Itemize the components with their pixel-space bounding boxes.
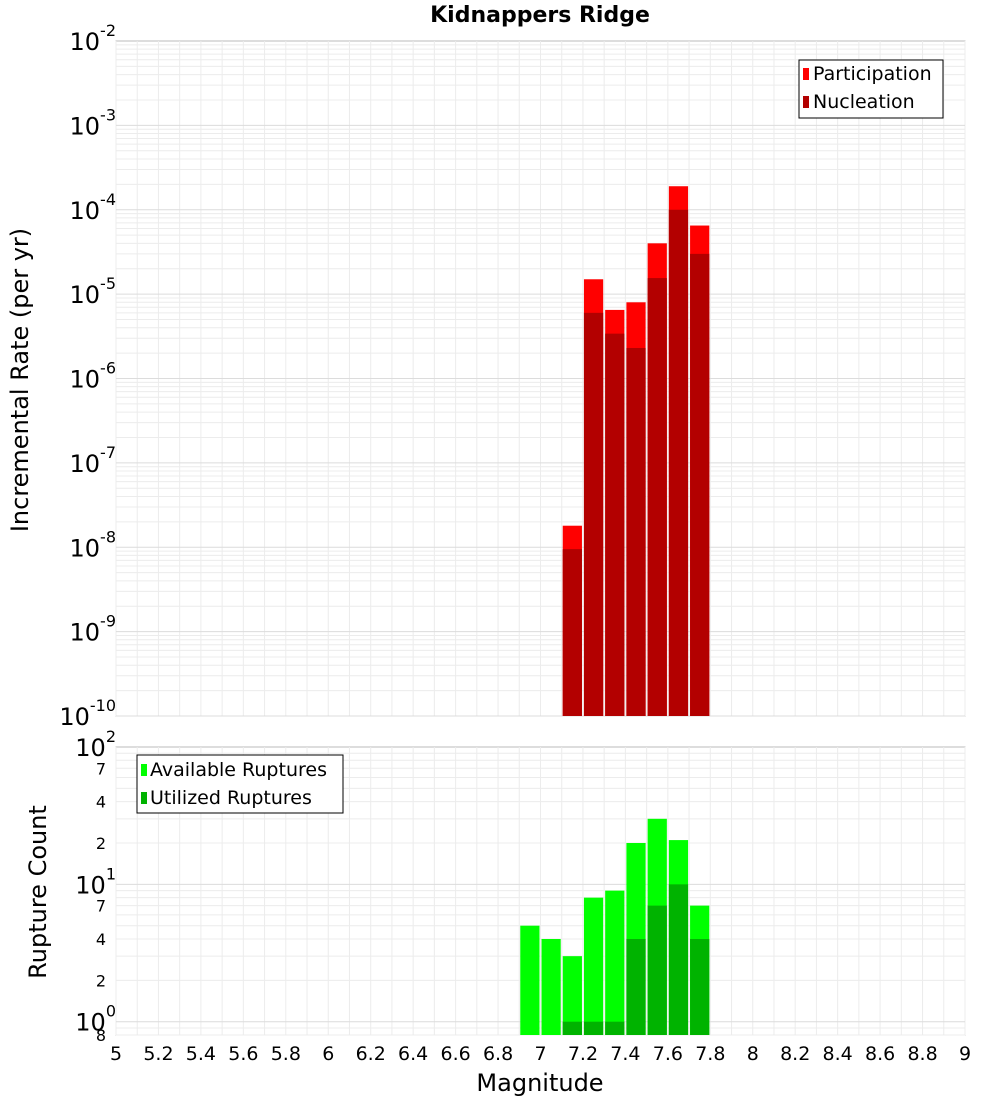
rate-bars [562, 186, 710, 717]
legend-label-participation: Participation [813, 63, 932, 85]
legend-swatch-available [141, 764, 147, 776]
x-tick-label: 7.2 [568, 1043, 598, 1065]
x-tick-label: 6.8 [483, 1043, 513, 1065]
rate-legend: Participation Nucleation [798, 59, 944, 119]
count-bar-utilized-ruptures [668, 884, 689, 1035]
count-y-tick-label: 100 [75, 1002, 116, 1037]
rate-y-tick-label: 10-8 [70, 527, 117, 562]
count-y-axis-label: Rupture Count [24, 805, 52, 979]
x-tick-label: 8.4 [823, 1043, 853, 1065]
legend-label-utilized: Utilized Ruptures [150, 787, 312, 809]
x-tick-label: 6.4 [398, 1043, 428, 1065]
x-tick-label: 8.2 [780, 1043, 810, 1065]
count-legend-box [136, 754, 344, 814]
x-tick-label: 7 [534, 1043, 546, 1065]
x-tick-label: 5.4 [186, 1043, 216, 1065]
rate-y-axis-label: Incremental Rate (per yr) [6, 228, 34, 532]
count-y-tick-label: 7 [96, 759, 106, 778]
legend-swatch-utilized [141, 792, 147, 804]
rate-y-tick-label: 10-9 [70, 612, 117, 647]
count-bar-utilized-ruptures [626, 939, 646, 1035]
count-grid [115, 747, 966, 1036]
count-bar-utilized-ruptures [647, 905, 667, 1035]
x-tick-label: 5.6 [228, 1043, 258, 1065]
rate-bar-nucleation [626, 347, 646, 716]
rate-y-tick-label: 10-10 [59, 696, 116, 731]
count-bar-utilized-ruptures [583, 1021, 604, 1035]
rate-legend-box [798, 59, 944, 119]
count-bar-utilized-ruptures [690, 939, 710, 1035]
legend-label-available: Available Ruptures [150, 759, 327, 781]
count-y-tick-label: 101 [75, 864, 116, 899]
x-tick-label: 6.2 [356, 1043, 386, 1065]
rate-panel: 10-10 10-9 10-8 10-7 10-6 10-5 10-4 10-3 10-2 In… [6, 21, 966, 731]
rate-bar-nucleation [562, 549, 582, 716]
count-bar-utilized-ruptures [562, 1021, 582, 1035]
chart-title: Kidnappers Ridge [430, 3, 650, 28]
count-y-tick-label: 4 [96, 793, 106, 812]
x-tick-label: 5 [110, 1043, 122, 1065]
count-y-tick-label: 2 [96, 971, 106, 990]
x-tick-label: 7.6 [653, 1043, 683, 1065]
x-tick-label: 6.6 [440, 1043, 470, 1065]
rate-bar-nucleation [690, 253, 710, 716]
count-y-tick-label: 8 [96, 1026, 106, 1045]
x-tick-label: 9 [959, 1043, 971, 1065]
count-y-tick-label: 102 [75, 727, 116, 762]
rate-grid [115, 41, 966, 717]
legend-label-nucleation: Nucleation [813, 91, 915, 113]
rate-y-tick-label: 10-5 [70, 274, 117, 309]
x-tick-label: 8 [747, 1043, 759, 1065]
x-tick-label: 8.6 [865, 1043, 895, 1065]
count-bar-available-ruptures [583, 897, 604, 1035]
count-bar-available-ruptures [541, 939, 561, 1035]
x-tick-label: 5.2 [143, 1043, 173, 1065]
rate-y-tick-label: 10-6 [70, 359, 117, 394]
legend-swatch-participation [803, 68, 809, 80]
magnitude-x-ticks: 5 5.2 5.4 5.6 5.8 6 6.2 6.4 6.6 6.8 7 7.2 7.4 7.6 7.8 8… [110, 1043, 971, 1065]
count-legend: Available Ruptures Utilized Ruptures [136, 754, 344, 814]
count-y-tick-label: 4 [96, 930, 106, 949]
legend-swatch-nucleation [803, 96, 809, 108]
rate-bar-nucleation [583, 312, 604, 716]
count-bars [520, 818, 710, 1035]
count-bar-available-ruptures [562, 956, 582, 1035]
rate-y-tick-label: 10-7 [70, 443, 117, 478]
rate-y-tick-label: 10-4 [70, 190, 117, 225]
rate-y-ticks: 10-10 10-9 10-8 10-7 10-6 10-5 10-4 10-3 10-2 [59, 21, 116, 731]
x-tick-label: 7.8 [695, 1043, 725, 1065]
x-axis-label: Magnitude [476, 1069, 603, 1097]
count-y-tick-label: 7 [96, 897, 106, 916]
rate-y-tick-label: 10-2 [70, 21, 117, 56]
rate-bar-nucleation [605, 333, 625, 716]
count-bar-available-ruptures [605, 890, 625, 1035]
rate-bar-nucleation [647, 278, 667, 716]
count-y-tick-label: 2 [96, 834, 106, 853]
x-tick-label: 7.4 [610, 1043, 640, 1065]
x-tick-label: 5.8 [271, 1043, 301, 1065]
rate-bar-nucleation [668, 209, 689, 716]
x-tick-label: 6 [322, 1043, 334, 1065]
rate-y-tick-label: 10-3 [70, 105, 117, 140]
x-tick-label: 8.8 [907, 1043, 937, 1065]
count-bar-utilized-ruptures [605, 1021, 625, 1035]
count-bar-available-ruptures [520, 925, 540, 1035]
